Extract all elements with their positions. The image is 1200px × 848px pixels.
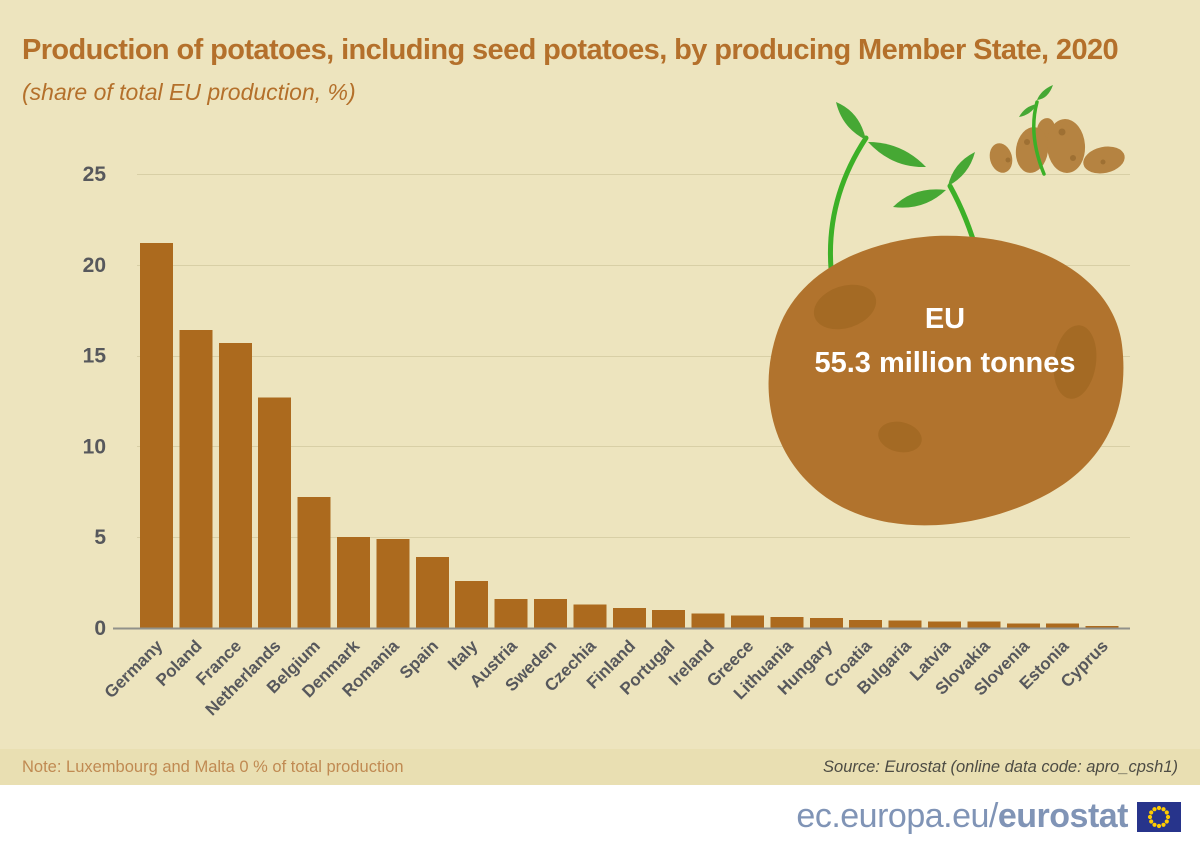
eu-flag-star-icon [1147, 814, 1153, 819]
eu-flag-star-icon [1152, 822, 1157, 827]
bar-slovenia [1006, 623, 1040, 628]
bar-italy [455, 580, 489, 628]
bar-hungary [809, 618, 843, 628]
potato-spot-icon [1053, 325, 1097, 399]
eu-flag-stars [1147, 805, 1171, 828]
small-potato-spot-icon [1058, 128, 1066, 136]
eu-flag-star-icon [1164, 809, 1169, 815]
sprout-leaf-icon [1019, 104, 1037, 117]
bar-poland [179, 330, 213, 628]
eu-flag-star-icon [1149, 809, 1154, 815]
bar-latvia [928, 621, 961, 628]
bars [140, 243, 1119, 628]
bar-germany [140, 243, 173, 628]
bar-bulgaria [888, 620, 922, 628]
y-axis-tick-labels: 0 5 10 15 20 25 [83, 163, 107, 640]
eurostat-url[interactable]: ec.europa.eu/eurostat [796, 797, 1128, 836]
sprout-leaf-icon [868, 142, 926, 168]
bar-slovakia [967, 621, 1001, 628]
bar-cyprus [1085, 626, 1119, 628]
y-tick-label-5: 5 [94, 526, 106, 549]
small-potato-spot-icon [1070, 155, 1076, 161]
sprout-leaf-icon [893, 189, 946, 208]
bar-romania [376, 539, 410, 628]
bar-denmark [337, 537, 370, 628]
eu-flag-star-icon [1165, 814, 1171, 819]
bar-czechia [573, 604, 607, 628]
small-potato-icon [989, 143, 1013, 173]
bar-greece [731, 615, 764, 628]
sprout-leaf-icon [1037, 85, 1053, 100]
eu-flag-icon [1137, 801, 1181, 832]
source-text: Source: Eurostat (online data code: apro… [823, 757, 1178, 776]
eurostat-url-prefix: ec.europa.eu/ [796, 797, 998, 835]
small-potato-spot-icon [1005, 157, 1011, 163]
eu-flag-star-icon [1161, 806, 1166, 811]
eu-flag-star-icon [1156, 805, 1162, 810]
y-tick-label-15: 15 [83, 345, 107, 368]
eu-flag-star-icon [1156, 823, 1162, 828]
sprout-leaf-icon [948, 152, 975, 186]
sprout-leaf-icon [836, 102, 866, 140]
y-tick-label-10: 10 [83, 435, 106, 458]
eurostat-url-bold: eurostat [997, 797, 1129, 835]
bar-france [218, 342, 252, 628]
page-subtitle: (share of total EU production, %) [22, 79, 356, 105]
bar-ireland [691, 613, 725, 628]
eu-flag-star-icon [1164, 818, 1169, 824]
bar-lithuania [770, 617, 804, 628]
bar-sweden [534, 598, 567, 628]
footer-bar: ec.europa.eu/eurostat [0, 785, 1200, 848]
x-label-germany: Germany [101, 636, 167, 702]
note-text: Note: Luxembourg and Malta 0 % of total … [22, 757, 404, 776]
bar-spain [415, 557, 449, 628]
y-tick-label-25: 25 [83, 163, 107, 186]
potato-spot-icon [878, 421, 922, 453]
potato-spot-icon [813, 284, 877, 330]
sprout-stem-icon [1032, 100, 1046, 176]
y-tick-label-0: 0 [94, 617, 106, 640]
bar-austria [494, 598, 528, 628]
eu-flag-star-icon [1149, 818, 1154, 824]
small-potato-spot-icon [1024, 139, 1030, 145]
bar-portugal [652, 609, 686, 628]
eu-flag-star-icon [1152, 806, 1157, 811]
small-potato-spot-icon [1100, 159, 1106, 165]
y-tick-label-20: 20 [83, 254, 106, 277]
eu-flag-star-icon [1161, 822, 1166, 827]
note-source-strip: Note: Luxembourg and Malta 0 % of total … [0, 749, 1200, 785]
bar-netherlands [258, 397, 292, 628]
bar-finland [612, 608, 646, 628]
bar-estonia [1046, 623, 1080, 628]
potato-illustration [768, 85, 1125, 526]
page-title: Production of potatoes, including seed p… [22, 34, 1119, 66]
bar-belgium [297, 497, 331, 628]
x-axis-category-labels: GermanyPolandFranceNetherlandsBelgiumDen… [101, 636, 1112, 719]
bar-croatia [849, 619, 883, 628]
x-label-spain: Spain [396, 636, 442, 682]
